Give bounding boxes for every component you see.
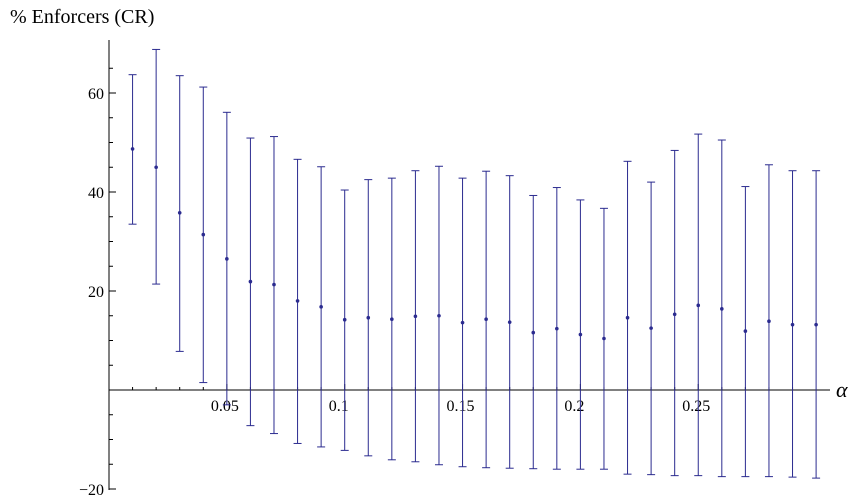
data-point [342,317,347,322]
data-point [625,315,630,320]
data-point [672,312,677,317]
data-point [602,336,606,341]
data-point [272,282,276,287]
data-point [295,299,300,303]
data-point [814,322,818,327]
x-tick-label: 0.25 [682,398,710,415]
data-point [366,315,371,320]
data-point [130,147,135,151]
x-tick-label: 0.05 [211,398,239,415]
y-tick-label: −20 [79,482,104,499]
data-point [390,317,394,322]
data-point [177,210,182,215]
y-tick-label: 40 [88,185,104,202]
data-point [319,305,323,309]
data-point [437,313,441,318]
x-tick-label: 0.2 [564,398,584,415]
y-axis-title: % Enforcers (CR) [10,6,154,28]
data-point [720,307,724,311]
data-point [460,320,465,325]
data-point [767,319,771,323]
data-point [201,232,206,237]
data-point [743,329,748,333]
x-axis-title: α [836,377,848,402]
data-point [248,279,253,284]
data-point [413,314,418,319]
data-point [507,320,512,324]
y-tick-label: 60 [88,86,104,103]
data-point [578,332,583,337]
x-tick-label: 0.1 [329,398,349,415]
data-point [696,303,701,308]
data-point [649,326,653,330]
data-point [790,322,795,327]
ticks: 0.05 0.1 0.15 0.2 0.25 −20 20 40 60 [79,67,794,499]
data-point [225,257,229,261]
x-tick-label: 0.15 [447,398,475,415]
data-point [555,326,559,331]
y-tick-label: 20 [88,284,104,301]
data-marks [128,48,821,479]
data-point [531,330,536,335]
data-point [154,165,158,170]
data-point [484,317,488,322]
